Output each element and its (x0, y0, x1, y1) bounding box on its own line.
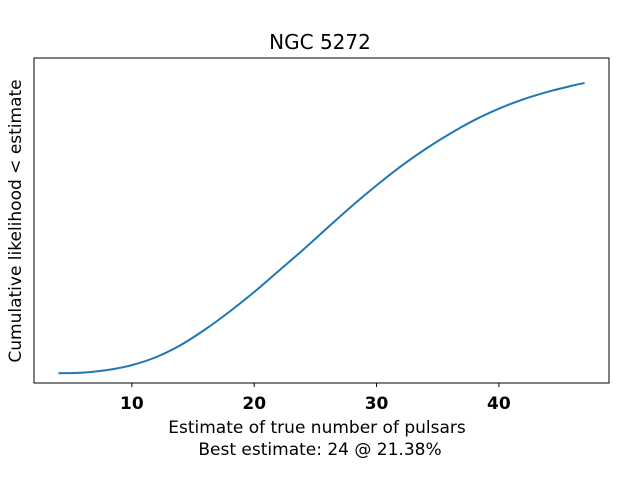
series-line (58, 82, 585, 375)
x-tick-label: 20 (242, 394, 266, 414)
x-tick-label: 10 (120, 394, 144, 414)
chart-title: NGC 5272 (269, 30, 371, 54)
x-axis-ticks: 10 20 30 40 (120, 383, 511, 414)
x-tick-label: 40 (487, 394, 511, 414)
x-axis-label-best-estimate: Best estimate: 24 @ 21.38% (198, 440, 441, 460)
y-axis-label: Cumulative likelihood < estimate (6, 79, 26, 362)
x-axis-label: Estimate of true number of pulsars (168, 418, 466, 438)
x-tick-label: 30 (365, 394, 389, 414)
plot-lines (58, 82, 585, 375)
plot-area-frame (33, 57, 610, 384)
